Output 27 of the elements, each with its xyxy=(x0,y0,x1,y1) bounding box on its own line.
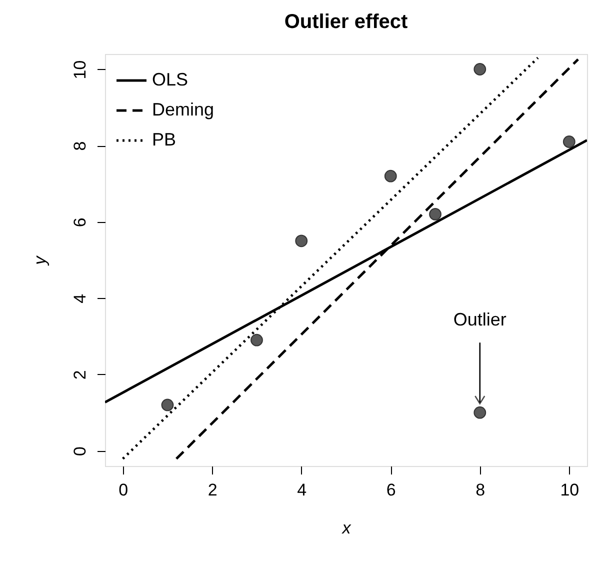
point xyxy=(474,63,486,76)
annotation: Outlier xyxy=(453,310,506,330)
point xyxy=(161,398,174,412)
point xyxy=(474,406,486,419)
y-tick-label: 2 xyxy=(70,370,90,380)
legend-label: Deming xyxy=(152,100,214,120)
x-tick-label: 2 xyxy=(208,480,218,500)
x-tick-label: 0 xyxy=(118,480,128,500)
legend-label: PB xyxy=(152,130,176,150)
x-tick-label: 4 xyxy=(297,480,307,500)
y-tick-label: 6 xyxy=(70,218,90,228)
x-tick-label: 6 xyxy=(386,480,396,500)
point xyxy=(295,234,308,248)
legend-label: OLS xyxy=(152,70,188,90)
point xyxy=(384,170,397,182)
x-axis-title: x xyxy=(341,518,352,538)
chart-title: Outlier effect xyxy=(284,11,408,33)
x-tick-label: 8 xyxy=(476,480,486,500)
point xyxy=(429,208,442,220)
y-tick-label: 10 xyxy=(70,60,90,80)
y-tick-label: 8 xyxy=(70,141,90,151)
y-tick-label: 0 xyxy=(70,446,90,456)
point xyxy=(562,136,576,148)
y-axis-title: y xyxy=(30,254,50,266)
x-tick-label: 10 xyxy=(560,480,580,500)
point xyxy=(250,334,263,346)
y-tick-label: 4 xyxy=(70,294,90,304)
